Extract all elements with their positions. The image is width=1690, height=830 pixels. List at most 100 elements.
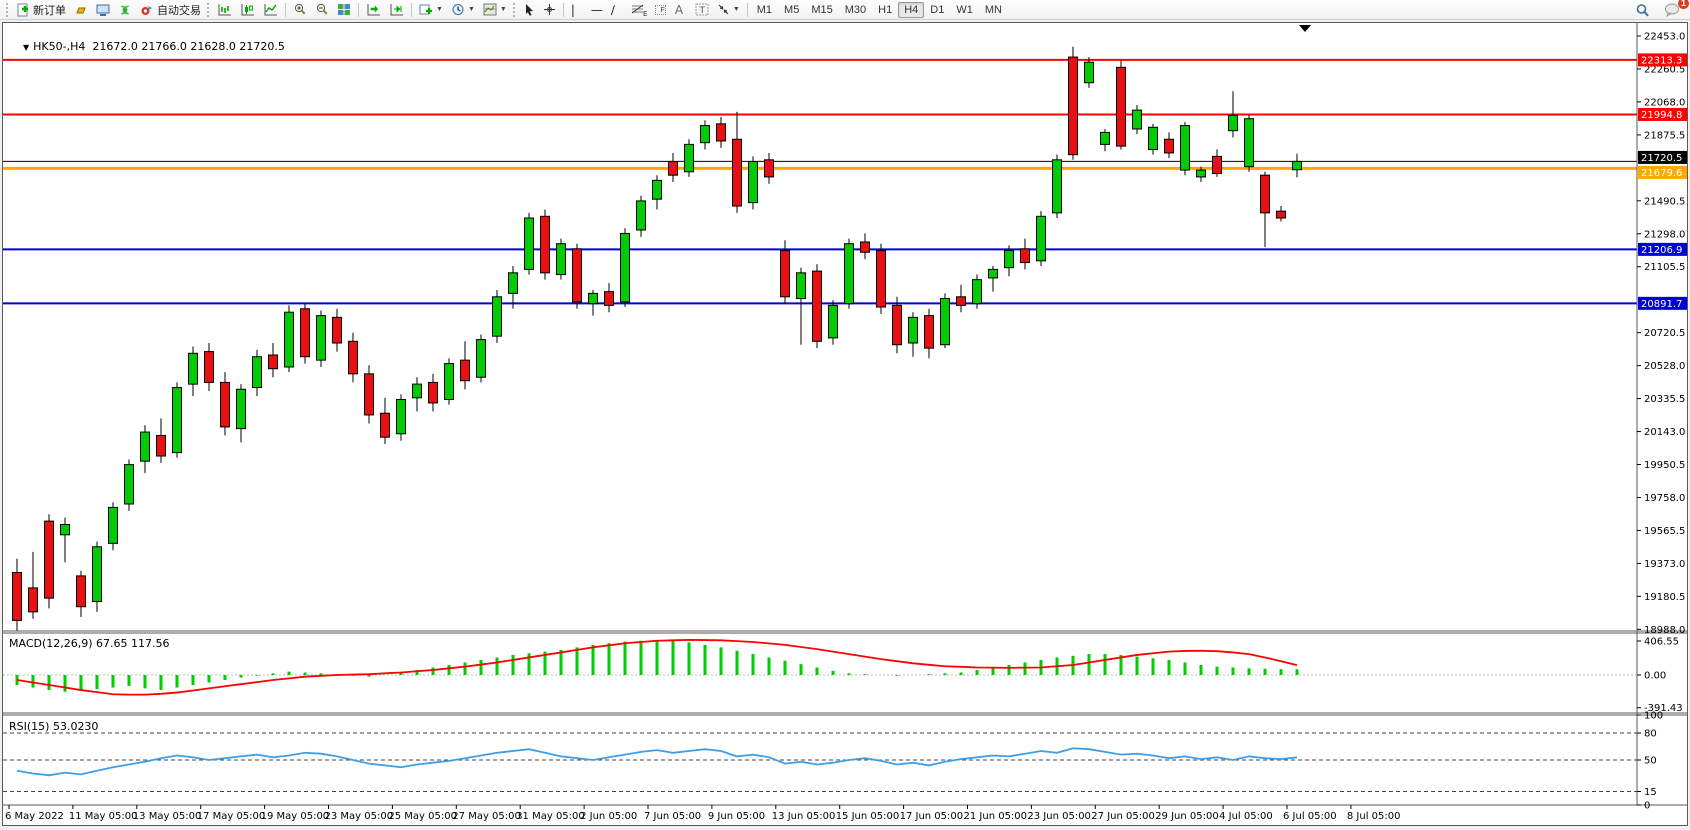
macd-axis-label: 406.55 (1644, 637, 1679, 648)
price-badge (1638, 150, 1687, 164)
vertical-line-tool-button[interactable]: | (567, 1, 587, 19)
x-axis-label[interactable]: 6 May 2022 (5, 811, 64, 822)
chart-window[interactable]: ▼ HK50-,H4 21672.0 21766.0 21628.0 21720.… (2, 22, 1688, 826)
fibonacci-tool-button[interactable]: E (627, 1, 651, 19)
chart-collapse-caret-icon[interactable]: ▼ (23, 43, 30, 52)
candle-up (1244, 118, 1254, 168)
x-axis-label[interactable]: 23 May 05:00 (325, 811, 394, 822)
candle-up (748, 161, 758, 204)
candle-up (396, 399, 406, 435)
periods-button[interactable]: ▼ (447, 1, 479, 19)
x-axis-label[interactable]: 21 Jun 05:00 (964, 811, 1028, 822)
timeframe-m30-button[interactable]: M30 (839, 2, 872, 18)
grid-tool-button[interactable]: F (651, 1, 671, 19)
candle-up (316, 315, 326, 361)
x-axis-label[interactable]: 4 Jul 05:00 (1219, 811, 1273, 822)
new-chart-button[interactable]: ▼ (415, 1, 447, 19)
chart-title-bar: ▼ HK50-,H4 21672.0 21766.0 21628.0 21720.… (9, 27, 285, 66)
candle-down (460, 359, 470, 382)
cursor-tool-button[interactable] (519, 1, 539, 19)
crosshair-icon (543, 3, 556, 16)
text-label-tool-button[interactable]: T (691, 1, 713, 19)
x-axis-label[interactable]: 31 May 05:00 (516, 811, 585, 822)
price-badge-value: 22313.3 (1641, 55, 1682, 66)
x-axis-label[interactable]: 8 Jul 05:00 (1347, 811, 1401, 822)
x-axis-label[interactable]: 27 Jun 05:00 (1091, 811, 1155, 822)
candle-up (476, 339, 486, 378)
x-axis-label[interactable]: 19 May 05:00 (261, 811, 330, 822)
candlestick-chart-button[interactable] (236, 1, 259, 19)
autotrading-button[interactable]: 自动交易 (136, 1, 205, 19)
notifications-button[interactable]: 1 (1660, 0, 1689, 19)
x-axis-label[interactable]: 9 Jun 05:00 (708, 811, 765, 822)
y-axis-label: 22260.5 (1644, 64, 1685, 75)
chart-shift-icon (389, 3, 404, 16)
x-axis-label[interactable]: 25 May 05:00 (388, 811, 457, 822)
timeframe-m1-button[interactable]: M1 (751, 2, 778, 18)
x-axis-label[interactable]: 7 Jun 05:00 (644, 811, 701, 822)
candle-down (156, 434, 166, 457)
timeframe-h1-button[interactable]: H1 (872, 2, 898, 18)
candle-up (1180, 125, 1190, 171)
candle-up (1292, 160, 1302, 171)
toolbar-drag-handle[interactable] (207, 2, 211, 17)
auto-scroll-button[interactable] (362, 1, 385, 19)
x-axis-label[interactable]: 11 May 05:00 (69, 811, 138, 822)
timeframe-w1-button[interactable]: W1 (950, 2, 979, 18)
x-axis-label[interactable]: 13 Jun 05:00 (772, 811, 836, 822)
chart-shift-marker-icon[interactable] (1299, 25, 1311, 32)
chart-canvas[interactable]: 22453.0 22260.5 22068.0 21875.5 21490.5 21298… (3, 23, 1687, 825)
signals-button[interactable] (114, 1, 136, 19)
x-axis-label[interactable]: 2 Jun 05:00 (580, 811, 637, 822)
search-icon (1635, 3, 1650, 18)
y-axis-label: 20335.5 (1644, 394, 1685, 405)
y-axis-label: 19565.5 (1644, 526, 1685, 537)
x-axis-label[interactable]: 27 May 05:00 (452, 811, 521, 822)
templates-button[interactable]: ▼ (479, 1, 511, 19)
toolbar-separator (285, 2, 286, 17)
toolbar-drag-handle[interactable] (6, 2, 10, 17)
timeframe-mn-button[interactable]: MN (979, 2, 1008, 18)
text-tool-button[interactable]: A (671, 1, 691, 19)
candle-up (60, 524, 70, 536)
toolbar-separator (411, 2, 412, 17)
candle-down (12, 571, 22, 621)
timeframe-h4-button[interactable]: H4 (898, 1, 925, 18)
bars-chart-button[interactable] (213, 1, 236, 19)
candle-up (1100, 131, 1110, 145)
zoom-out-button[interactable] (311, 1, 333, 19)
new-order-button[interactable]: 新订单 (12, 1, 70, 19)
timeframe-d1-button[interactable]: D1 (924, 2, 950, 18)
notification-badge: 1 (1678, 0, 1689, 9)
dropdown-caret-icon: ▼ (436, 6, 443, 13)
chart-symbol-period: HK50-,H4 (33, 40, 86, 53)
horizontal-line-tool-button[interactable]: — (587, 1, 607, 19)
timeframe-m15-button[interactable]: M15 (805, 2, 838, 18)
chart-window-button[interactable] (92, 1, 114, 19)
x-axis-label[interactable]: 6 Jul 05:00 (1283, 811, 1337, 822)
x-axis-label[interactable]: 17 Jun 05:00 (900, 811, 964, 822)
crosshair-tool-button[interactable] (539, 1, 560, 19)
line-chart-icon (263, 3, 278, 16)
candle-down (956, 296, 966, 306)
arrows-tool-button[interactable]: ▼ (713, 1, 744, 19)
clock-icon (451, 3, 465, 16)
search-button[interactable] (1631, 1, 1654, 19)
zoom-out-icon (315, 3, 329, 16)
timeframe-m5-button[interactable]: M5 (778, 2, 805, 18)
bars-chart-icon (217, 3, 232, 16)
chart-shift-button[interactable] (385, 1, 408, 19)
x-axis-label[interactable]: 29 Jun 05:00 (1155, 811, 1219, 822)
trendline-tool-button[interactable]: ∕ (607, 1, 627, 19)
svg-text:E: E (643, 10, 647, 16)
tile-windows-button[interactable] (333, 1, 355, 19)
x-axis-label[interactable]: 23 Jun 05:00 (1027, 811, 1091, 822)
market-watch-button[interactable] (70, 1, 92, 19)
line-chart-button[interactable] (259, 1, 282, 19)
x-axis-label[interactable]: 17 May 05:00 (197, 811, 266, 822)
toolbar-drag-handle[interactable] (512, 2, 517, 17)
x-axis-label[interactable]: 13 May 05:00 (133, 811, 202, 822)
x-axis-label[interactable]: 15 Jun 05:00 (836, 811, 900, 822)
candle-up (412, 383, 422, 399)
zoom-in-button[interactable] (289, 1, 311, 19)
